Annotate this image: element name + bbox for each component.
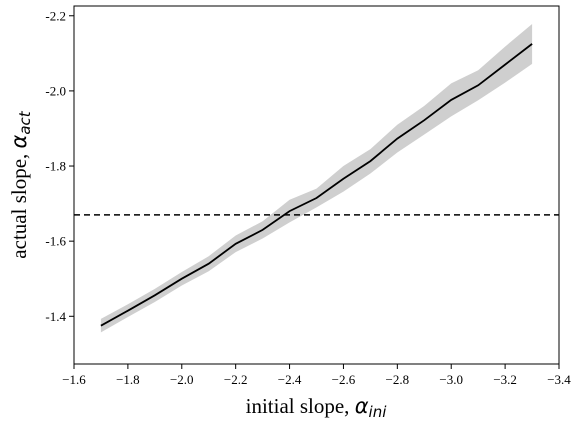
x-tick-label: −3.0 bbox=[439, 372, 463, 387]
x-tick-label: −2.2 bbox=[224, 372, 248, 387]
series-line bbox=[100, 43, 533, 327]
y-axis-label-symbol: α bbox=[7, 134, 31, 148]
y-tick-label: -1.6 bbox=[45, 234, 66, 249]
plot-area bbox=[74, 24, 559, 333]
y-tick-label: -1.4 bbox=[45, 309, 66, 324]
y-tick-label: -2.0 bbox=[45, 83, 66, 98]
x-axis-label-subscript: ini bbox=[369, 403, 388, 421]
x-tick-label: −2.0 bbox=[170, 372, 194, 387]
ticks: −1.6 −1.8 −2.0 −2.2 −2.4 −2.6 −2.8 −3.0 −3.2 −3.4… bbox=[45, 8, 571, 387]
y-axis-label: actual slope, αact bbox=[7, 110, 34, 259]
x-tick-label: −1.6 bbox=[62, 372, 86, 387]
x-tick-label: −3.2 bbox=[493, 372, 517, 387]
confidence-band bbox=[100, 24, 533, 333]
x-tick-label: −3.4 bbox=[547, 372, 571, 387]
x-tick-label: −2.8 bbox=[386, 372, 410, 387]
x-tick-label: −2.6 bbox=[332, 372, 356, 387]
y-tick-label: -2.2 bbox=[45, 8, 66, 23]
x-tick-label: −2.4 bbox=[278, 372, 302, 387]
y-axis-label-subscript: act bbox=[16, 110, 34, 134]
x-axis-label: initial slope, αini bbox=[246, 394, 388, 421]
x-axis-label-symbol: α bbox=[355, 394, 369, 418]
y-tick-label: -1.8 bbox=[45, 159, 66, 174]
x-tick-label: −1.8 bbox=[116, 372, 140, 387]
axes-frame bbox=[73, 5, 560, 365]
